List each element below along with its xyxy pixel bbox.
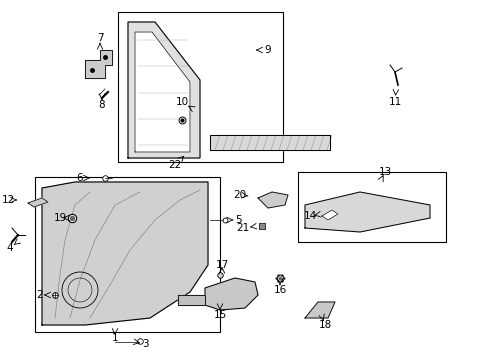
Text: 10: 10 <box>175 97 189 107</box>
Polygon shape <box>135 32 190 152</box>
Bar <box>35 177 220 332</box>
Polygon shape <box>322 210 338 220</box>
Text: 11: 11 <box>389 97 402 107</box>
Polygon shape <box>305 302 335 318</box>
Polygon shape <box>42 182 208 325</box>
Text: 19: 19 <box>53 213 67 223</box>
Polygon shape <box>178 295 205 305</box>
Text: 9: 9 <box>265 45 271 55</box>
Text: 18: 18 <box>318 320 332 330</box>
Text: 16: 16 <box>273 285 287 295</box>
Text: 7: 7 <box>97 33 103 43</box>
Polygon shape <box>28 198 48 207</box>
Polygon shape <box>128 22 200 158</box>
Polygon shape <box>85 50 112 78</box>
Text: 3: 3 <box>142 339 148 349</box>
Polygon shape <box>205 278 258 310</box>
Text: 4: 4 <box>7 243 13 253</box>
Text: 2: 2 <box>37 290 43 300</box>
Text: 13: 13 <box>378 167 392 177</box>
Text: 12: 12 <box>1 195 15 205</box>
Text: 1: 1 <box>112 333 118 343</box>
Text: 8: 8 <box>98 100 105 110</box>
Text: 15: 15 <box>213 310 227 320</box>
Text: 5: 5 <box>235 215 241 225</box>
Bar <box>298 172 446 242</box>
Polygon shape <box>258 192 288 208</box>
Text: 17: 17 <box>216 260 229 270</box>
Polygon shape <box>210 135 330 150</box>
Polygon shape <box>305 192 430 232</box>
Text: 14: 14 <box>303 211 317 221</box>
Text: 20: 20 <box>233 190 246 200</box>
Bar <box>118 12 283 162</box>
Text: 22: 22 <box>169 160 182 170</box>
Text: 6: 6 <box>77 173 83 183</box>
Text: 21: 21 <box>236 223 249 233</box>
